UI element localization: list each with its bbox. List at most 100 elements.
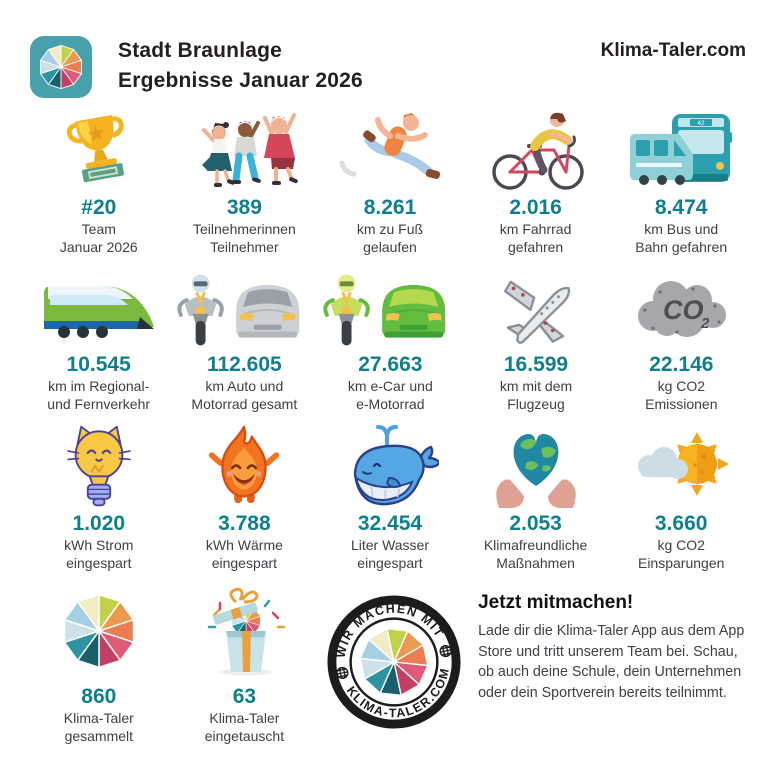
car-motorcycle-icon xyxy=(177,274,300,346)
participants-icon xyxy=(202,113,299,187)
stat-label: kg CO2 xyxy=(657,378,706,395)
stat-value: 1.020 xyxy=(72,512,126,535)
stat-row-3: 1.020 kWh Strom eingespart 3.788 kWh Wär… xyxy=(0,422,780,572)
globe-icon xyxy=(439,644,452,658)
stat-value: 8.474 xyxy=(654,196,708,219)
stat-label: km e-Car und xyxy=(347,378,433,395)
stat-kwh-heat: 3.788 kWh Wärme eingespart xyxy=(172,422,318,573)
co2-cloud-icon: CO 2 xyxy=(638,280,727,337)
wir-machen-mit-stamp-icon: WIR MACHEN MIT KLIMA-TALER.COM xyxy=(325,593,461,731)
sun-cloud-icon xyxy=(638,432,730,496)
cta-heading: Jetzt mitmachen! xyxy=(478,592,634,613)
header: Stadt Braunlage Ergebnisse Januar 2026 K… xyxy=(0,0,780,98)
svg-text:2: 2 xyxy=(700,315,710,332)
stat-liters-water: 32.454 Liter Wasser eingespart xyxy=(317,422,463,573)
page-title: Stadt Braunlage Ergebnisse Januar 2026 xyxy=(118,36,363,96)
stat-climate-actions: 2.053 Klimafreundliche Maßnahmen xyxy=(463,422,609,573)
stat-value: 63 xyxy=(232,685,257,709)
stat-value: 3.660 xyxy=(654,512,708,535)
stat-value: 112.605 xyxy=(206,353,282,377)
stat-label: kWh Strom xyxy=(64,537,134,553)
stat-label: eingespart xyxy=(211,554,278,571)
stat-label: Teilnehmer xyxy=(210,238,279,255)
whale-icon xyxy=(353,425,439,506)
stat-km-car-motorcycle: 112.605 km Auto und Motorrad gesamt xyxy=(171,264,317,414)
stat-km-rail: 10.545 km im Regional- und Fernverkehr xyxy=(26,264,171,414)
stat-label: e-Motorrad xyxy=(356,396,425,413)
stat-label: kWh Wärme xyxy=(205,537,283,553)
stat-taler-collected: 860 Klima-Taler gesammelt xyxy=(26,578,172,746)
stat-label: Januar 2026 xyxy=(59,238,138,255)
stat-value: 3.788 xyxy=(218,512,271,535)
stat-label: km mit dem xyxy=(499,378,573,395)
stat-label: km Bus und xyxy=(644,221,719,237)
bus-train-icon: 42 xyxy=(630,114,733,185)
title-line1: Stadt Braunlage xyxy=(118,39,283,62)
stat-label: Teilnehmerinnen xyxy=(193,221,296,237)
gift-box-icon xyxy=(208,587,286,676)
stat-label: kg CO2 xyxy=(657,537,705,553)
stat-label: Liter Wasser xyxy=(350,537,430,553)
stat-taler-redeemed: 63 Klima-Taler eingetauscht xyxy=(172,578,318,746)
stat-value: 860 xyxy=(81,685,117,709)
express-train-icon xyxy=(43,285,154,338)
stat-label: Einsparungen xyxy=(637,554,725,571)
airplane-icon xyxy=(503,280,571,344)
stat-label: gefahren xyxy=(507,238,564,255)
stat-kwh-electricity: 1.020 kWh Strom eingespart xyxy=(26,422,172,573)
stat-value: 2.016 xyxy=(509,196,562,219)
stat-value: 8.261 xyxy=(363,196,417,219)
stat-km-walked: 8.261 km zu Fuß gelaufen xyxy=(317,106,463,257)
cta-block: Jetzt mitmachen! Lade dir die Klima-Tale… xyxy=(470,578,754,746)
svg-text:42: 42 xyxy=(698,120,706,127)
stat-row-2: 10.545 km im Regional- und Fernverkehr xyxy=(0,264,780,414)
stat-label: km im Regional- xyxy=(48,378,150,395)
stat-row-1: #20 Team Januar 2026 xyxy=(0,106,780,256)
site-name: Klima-Taler.com xyxy=(600,40,746,61)
earth-heart-hands-icon xyxy=(495,433,576,508)
stat-km-bus-train: 42 8.474 km Bus und Bahn gefahren xyxy=(608,106,754,257)
stat-value: 27.663 xyxy=(358,353,423,377)
stat-label: Team xyxy=(81,221,116,237)
stamp-area: WIR MACHEN MIT KLIMA-TALER.COM xyxy=(317,578,470,746)
stat-label: Bahn gefahren xyxy=(635,238,728,255)
stat-label: gelaufen xyxy=(363,238,417,255)
stat-value: 16.599 xyxy=(503,353,569,377)
stat-row-4: 860 Klima-Taler gesammelt xyxy=(0,578,780,746)
stat-value: 2.053 xyxy=(509,512,562,535)
stat-km-ecar: 27.663 km e-Car und e-Motorrad xyxy=(317,264,463,414)
bicycle-icon xyxy=(491,112,584,190)
stat-value: 32.454 xyxy=(357,512,423,535)
stat-team-rank: #20 Team Januar 2026 xyxy=(26,106,172,257)
klima-taler-wheel-icon xyxy=(63,593,135,668)
stat-label: Flugzeug xyxy=(507,396,565,413)
stat-label: Motorrad gesamt xyxy=(191,396,298,413)
stat-km-flight: 16.599 km mit dem Flugzeug xyxy=(463,264,608,414)
svg-text:CO: CO xyxy=(663,295,704,325)
stat-participants: 389 Teilnehmerinnen Teilnehmer xyxy=(172,106,318,257)
ecar-emotorcycle-icon xyxy=(323,274,446,346)
stat-label: Klimafreundliche xyxy=(483,537,588,553)
stat-label: Klima-Taler xyxy=(63,710,134,727)
stat-label: Emissionen xyxy=(645,396,718,413)
runner-icon xyxy=(339,113,441,179)
pinwheel-icon xyxy=(40,45,82,89)
stat-value: 10.545 xyxy=(66,353,131,377)
stat-label: gesammelt xyxy=(64,728,134,745)
stat-co2-savings: 3.660 kg CO2 Einsparungen xyxy=(608,422,754,573)
stat-label: eingetauscht xyxy=(204,728,285,745)
title-line2: Ergebnisse Januar 2026 xyxy=(118,69,363,92)
stat-co2-emissions: CO 2 22.146 kg CO2 Emissionen xyxy=(609,264,754,414)
cta-body: Lade dir die Klima-Taler App aus dem App… xyxy=(478,622,745,701)
stat-label: km Fahrrad xyxy=(499,221,572,237)
klima-taler-app-logo xyxy=(30,36,92,98)
stat-value: 22.146 xyxy=(649,353,714,377)
lightbulb-cat-icon xyxy=(67,425,131,507)
stat-value: 389 xyxy=(226,196,262,219)
stat-km-cycled: 2.016 km Fahrrad gefahren xyxy=(463,106,609,257)
stat-label: Maßnahmen xyxy=(496,554,575,571)
stat-value: #20 xyxy=(81,196,117,219)
stat-label: Klima-Taler xyxy=(209,710,280,727)
stat-label: eingespart xyxy=(66,554,132,571)
